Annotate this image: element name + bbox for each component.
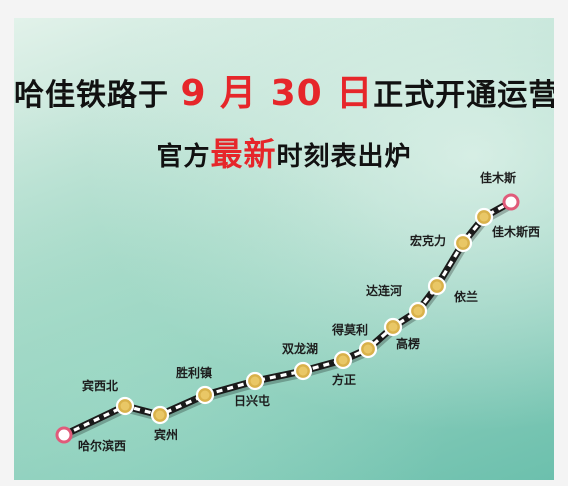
station-marker-core <box>432 281 442 291</box>
station-marker-core <box>388 322 398 332</box>
headline-month-unit: 月 <box>206 73 271 114</box>
poster: 哈佳铁路于 9 月 30 日正式开通运营 官方最新时刻表出炉 哈尔滨西 宾西北宾州… <box>14 18 554 480</box>
headline-part1: 哈佳铁路于 <box>14 78 181 113</box>
station-label: 双龙湖 <box>282 341 318 356</box>
headline-month-number: 9 <box>180 73 207 114</box>
headline-day-unit: 日 <box>322 73 374 114</box>
station-label: 高楞 <box>396 336 420 351</box>
station-label: 胜利镇 <box>176 365 212 380</box>
headline-part2: 正式开通运营 <box>373 78 554 113</box>
station-label: 宏克力 <box>410 233 446 248</box>
station-label: 宾西北 <box>82 378 118 393</box>
station-label: 哈尔滨西 <box>78 438 126 453</box>
station-marker-core <box>458 238 468 248</box>
subheadline-part1: 官方 <box>156 142 211 172</box>
subheadline-part2: 时刻表出炉 <box>276 142 412 172</box>
station-label: 依兰 <box>454 289 478 304</box>
station-marker-core <box>120 401 130 411</box>
headline-day-number: 30 <box>270 73 323 114</box>
station-marker-core <box>200 390 210 400</box>
station-label: 达连河 <box>366 283 402 298</box>
headline: 哈佳铁路于 9 月 30 日正式开通运营 <box>14 74 554 116</box>
station-layer <box>55 193 520 444</box>
station-label: 日兴屯 <box>234 393 270 408</box>
station-label: 宾州 <box>154 427 178 442</box>
subheadline-highlight: 最新 <box>210 135 277 173</box>
terminal-station-marker <box>502 193 520 211</box>
station-label: 得莫利 <box>331 322 368 337</box>
station-marker-core <box>363 344 373 354</box>
subheadline: 官方最新时刻表出炉 <box>14 136 554 175</box>
station-marker-core <box>479 212 489 222</box>
station-label: 佳木斯西 <box>492 224 540 239</box>
station-marker-core <box>298 366 308 376</box>
terminal-station-marker <box>55 426 73 444</box>
station-label: 佳木斯 <box>480 170 516 185</box>
station-marker-core <box>338 355 348 365</box>
station-label: 方正 <box>332 372 356 387</box>
station-marker-core <box>250 376 260 386</box>
station-marker-core <box>155 410 165 420</box>
station-marker-core <box>413 306 423 316</box>
